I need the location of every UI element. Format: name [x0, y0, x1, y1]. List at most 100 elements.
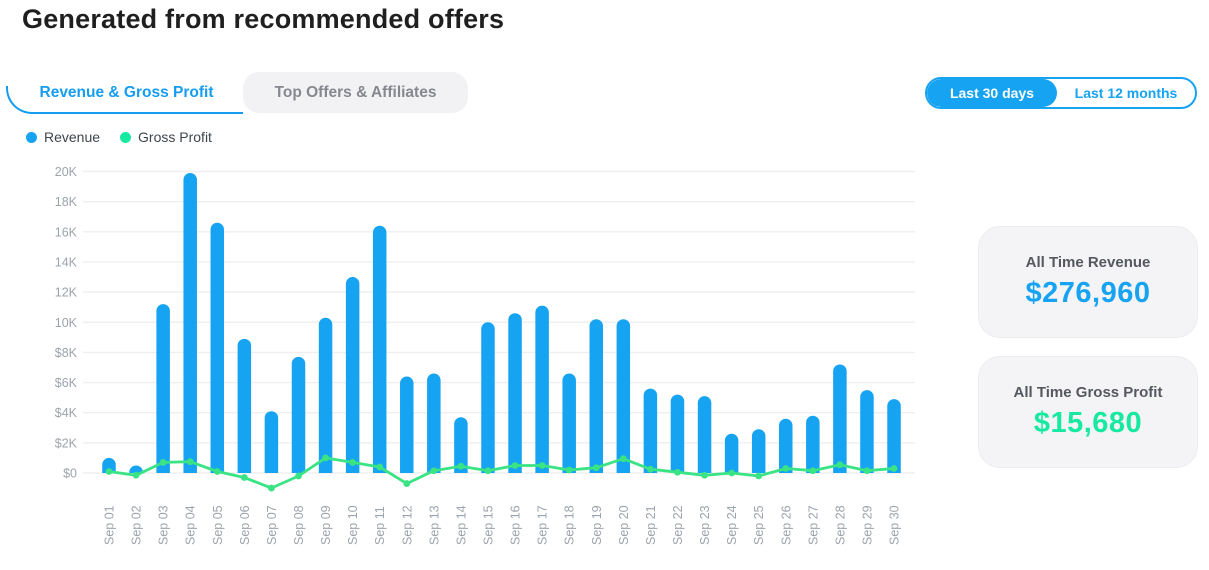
revenue-bar-Sep 19[interactable] [589, 319, 604, 473]
gross-profit-point-Sep 05[interactable] [213, 468, 221, 475]
svg-text:Sep 12: Sep 12 [400, 505, 414, 545]
svg-text:Sep 11: Sep 11 [373, 506, 387, 545]
gross-profit-point-Sep 08[interactable] [295, 472, 302, 480]
svg-text:Sep 20: Sep 20 [617, 505, 631, 545]
gross-profit-point-Sep 27[interactable] [809, 467, 817, 475]
revenue-bar-Sep 24[interactable] [724, 433, 739, 473]
gross-profit-point-Sep 19[interactable] [592, 464, 600, 472]
revenue-bar-Sep 07[interactable] [264, 411, 279, 473]
gross-profit-point-Sep 15[interactable] [484, 467, 492, 475]
svg-text:Sep 02: Sep 02 [130, 505, 144, 545]
svg-text:$12K: $12K [55, 286, 78, 300]
toggle-last-12-months[interactable]: Last 12 months [1057, 79, 1195, 107]
svg-text:Sep 05: Sep 05 [211, 505, 225, 545]
revenue-bar-Sep 21[interactable] [643, 388, 658, 473]
revenue-bar-Sep 30[interactable] [887, 399, 901, 473]
gross-profit-point-Sep 30[interactable] [890, 465, 898, 472]
gross-profit-point-Sep 22[interactable] [674, 468, 681, 476]
revenue-bar-Sep 13[interactable] [427, 373, 441, 474]
revenue-bar-Sep 25[interactable] [751, 429, 766, 473]
tab-top-offers-affiliates[interactable]: Top Offers & Affiliates [243, 72, 468, 113]
gross-profit-point-Sep 26[interactable] [782, 465, 790, 472]
revenue-bar-Sep 06[interactable] [237, 338, 252, 473]
revenue-bar-Sep 10[interactable] [345, 277, 360, 473]
svg-text:$2K: $2K [55, 436, 78, 450]
revenue-bar-Sep 05[interactable] [210, 222, 225, 473]
gross-profit-point-Sep 29[interactable] [863, 467, 871, 475]
revenue-bar-Sep 27[interactable] [806, 415, 820, 473]
gross-profit-point-Sep 11[interactable] [376, 463, 384, 471]
svg-text:Sep 04: Sep 04 [184, 505, 198, 545]
gross-profit-point-Sep 17[interactable] [538, 462, 546, 469]
legend-item-gross-profit[interactable]: Gross Profit [120, 129, 212, 145]
revenue-bar-Sep 16[interactable] [508, 313, 522, 473]
revenue-bar-Sep 22[interactable] [670, 394, 685, 473]
revenue-bar-Sep 03[interactable] [156, 304, 170, 473]
revenue-bar-Sep 20[interactable] [616, 319, 631, 473]
gross-profit-point-Sep 18[interactable] [565, 466, 573, 474]
svg-text:Sep 27: Sep 27 [806, 505, 820, 545]
gross-profit-point-Sep 01[interactable] [105, 468, 113, 475]
gross-profit-point-Sep 14[interactable] [457, 462, 465, 470]
revenue-bar-Sep 17[interactable] [535, 305, 549, 473]
gross-profit-point-Sep 04[interactable] [186, 458, 194, 466]
gross-profit-point-Sep 12[interactable] [403, 480, 411, 487]
gross-profit-point-Sep 10[interactable] [349, 459, 357, 466]
svg-text:Sep 10: Sep 10 [346, 505, 360, 545]
gross-profit-point-Sep 07[interactable] [268, 484, 275, 492]
svg-text:$8K: $8K [55, 346, 78, 360]
gross-profit-point-Sep 02[interactable] [132, 471, 140, 479]
gross-profit-point-Sep 09[interactable] [322, 454, 329, 462]
stat-value: $15,680 [1033, 407, 1143, 439]
svg-text:Sep 19: Sep 19 [590, 505, 604, 545]
gross-profit-point-Sep 28[interactable] [836, 461, 844, 469]
revenue-bar-Sep 15[interactable] [481, 322, 495, 473]
tab-revenue-gross-profit[interactable]: Revenue & Gross Profit [6, 72, 243, 114]
toggle-last-30-days[interactable]: Last 30 days [927, 79, 1057, 107]
revenue-bar-Sep 18[interactable] [562, 373, 576, 474]
revenue-bar-Sep 23[interactable] [697, 396, 712, 473]
gross-profit-line [105, 454, 898, 492]
tab-label: Revenue & Gross Profit [39, 83, 214, 101]
revenue-bar-Sep 29[interactable] [860, 390, 874, 473]
svg-text:Sep 14: Sep 14 [454, 505, 468, 545]
svg-text:Sep 01: Sep 01 [103, 505, 117, 545]
svg-text:$14K: $14K [55, 255, 78, 269]
gross-profit-point-Sep 06[interactable] [240, 474, 248, 481]
svg-text:Sep 06: Sep 06 [238, 505, 252, 545]
revenue-bar-Sep 11[interactable] [372, 225, 387, 473]
svg-text:Sep 30: Sep 30 [888, 505, 902, 545]
revenue-bar-Sep 09[interactable] [318, 317, 333, 473]
revenue-bar-Sep 14[interactable] [454, 417, 468, 473]
svg-text:Sep 07: Sep 07 [265, 505, 279, 545]
chart-legend: Revenue Gross Profit [26, 129, 212, 145]
svg-text:Sep 03: Sep 03 [157, 505, 171, 545]
svg-text:Sep 09: Sep 09 [319, 505, 333, 545]
revenue-bar-Sep 12[interactable] [400, 376, 414, 473]
gross-profit-point-Sep 13[interactable] [430, 467, 438, 475]
legend-item-revenue[interactable]: Revenue [26, 129, 100, 145]
gross-profit-point-Sep 21[interactable] [647, 465, 654, 473]
gross-profit-point-Sep 25[interactable] [755, 472, 763, 480]
revenue-bar-Sep 26[interactable] [779, 418, 793, 473]
revenue-bar-Sep 04[interactable] [183, 173, 197, 473]
revenue-bar-Sep 01[interactable] [102, 457, 116, 473]
svg-text:Sep 24: Sep 24 [725, 505, 739, 545]
legend-label: Revenue [44, 129, 101, 145]
x-axis-labels: Sep 01 Sep 02 Sep 03 Sep 04 Sep 05 Sep 06 Sep … [103, 505, 902, 545]
svg-text:Sep 26: Sep 26 [779, 505, 793, 545]
gross-profit-point-Sep 24[interactable] [728, 469, 736, 477]
revenue-bar-Sep 08[interactable] [291, 356, 306, 473]
svg-text:$4K: $4K [55, 406, 78, 420]
revenue-bar-Sep 28[interactable] [833, 364, 847, 473]
gross-profit-point-Sep 23[interactable] [701, 471, 708, 479]
revenue-bars [102, 173, 901, 473]
svg-text:$0: $0 [63, 467, 77, 481]
page-title: Generated from recommended offers [22, 4, 505, 34]
gross-profit-point-Sep 20[interactable] [619, 455, 627, 463]
svg-text:Sep 18: Sep 18 [563, 505, 577, 545]
revenue-bar-Sep 02[interactable] [129, 465, 143, 473]
gross-profit-point-Sep 16[interactable] [511, 462, 519, 469]
gross-profit-point-Sep 03[interactable] [159, 459, 167, 466]
stat-value: $276,960 [1025, 277, 1151, 309]
